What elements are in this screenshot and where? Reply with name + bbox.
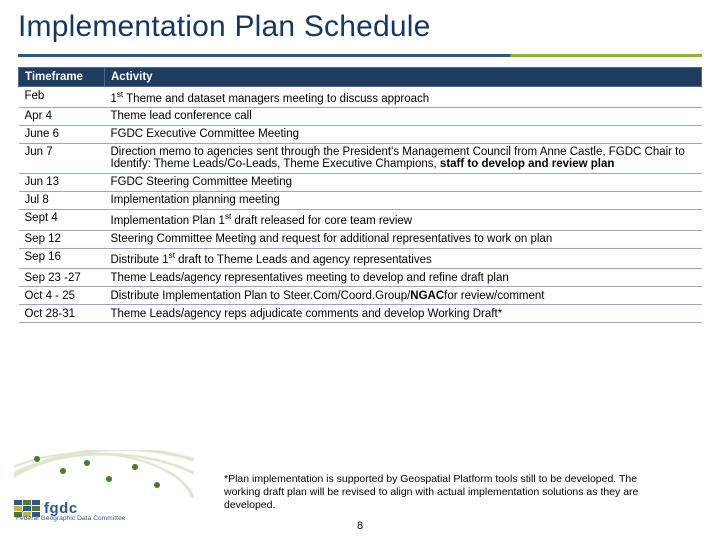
cell-activity: Direction memo to agencies sent through …	[105, 143, 702, 173]
schedule-table: Timeframe Activity Feb1st Theme and data…	[18, 67, 702, 323]
col-header-activity: Activity	[105, 68, 702, 87]
cell-timeframe: Apr 4	[19, 107, 105, 125]
title-rule	[18, 54, 702, 57]
table-row: Jun 13FGDC Steering Committee Meeting	[19, 173, 702, 191]
cell-activity: Distribute 1st draft to Theme Leads and …	[105, 248, 702, 269]
table-row: Sept 4Implementation Plan 1st draft rele…	[19, 209, 702, 230]
cell-timeframe: Sept 4	[19, 209, 105, 230]
page-title: Implementation Plan Schedule	[18, 10, 702, 44]
table-row: Apr 4Theme lead conference call	[19, 107, 702, 125]
table-row: June 6FGDC Executive Committee Meeting	[19, 125, 702, 143]
table-row: Jun 7Direction memo to agencies sent thr…	[19, 143, 702, 173]
cell-activity: Theme lead conference call	[105, 107, 702, 125]
cell-timeframe: Oct 28-31	[19, 305, 105, 323]
cell-timeframe: Sep 16	[19, 248, 105, 269]
cell-timeframe: Jun 7	[19, 143, 105, 173]
cell-timeframe: June 6	[19, 125, 105, 143]
cell-activity: Steering Committee Meeting and request f…	[105, 230, 702, 248]
cell-timeframe: Sep 12	[19, 230, 105, 248]
page-number: 8	[24, 520, 696, 532]
cell-activity: FGDC Steering Committee Meeting	[105, 173, 702, 191]
cell-activity: Theme Leads/agency reps adjudicate comme…	[105, 305, 702, 323]
cell-activity: Implementation planning meeting	[105, 191, 702, 209]
cell-activity: 1st Theme and dataset managers meeting t…	[105, 87, 702, 108]
table-row: Sep 23 -27Theme Leads/agency representat…	[19, 269, 702, 287]
cell-activity: FGDC Executive Committee Meeting	[105, 125, 702, 143]
cell-activity: Implementation Plan 1st draft released f…	[105, 209, 702, 230]
table-row: Sep 16Distribute 1st draft to Theme Lead…	[19, 248, 702, 269]
cell-activity: Distribute Implementation Plan to Steer.…	[105, 287, 702, 305]
table-row: Sep 12Steering Committee Meeting and req…	[19, 230, 702, 248]
table-row: Oct 4 - 25Distribute Implementation Plan…	[19, 287, 702, 305]
cell-timeframe: Jun 13	[19, 173, 105, 191]
table-row: Oct 28-31Theme Leads/agency reps adjudic…	[19, 305, 702, 323]
table-row: Feb1st Theme and dataset managers meetin…	[19, 87, 702, 108]
cell-timeframe: Jul 8	[19, 191, 105, 209]
col-header-timeframe: Timeframe	[19, 68, 105, 87]
cell-timeframe: Feb	[19, 87, 105, 108]
footnote: *Plan implementation is supported by Geo…	[224, 473, 656, 512]
cell-activity: Theme Leads/agency representatives meeti…	[105, 269, 702, 287]
cell-timeframe: Sep 23 -27	[19, 269, 105, 287]
cell-timeframe: Oct 4 - 25	[19, 287, 105, 305]
table-row: Jul 8Implementation planning meeting	[19, 191, 702, 209]
